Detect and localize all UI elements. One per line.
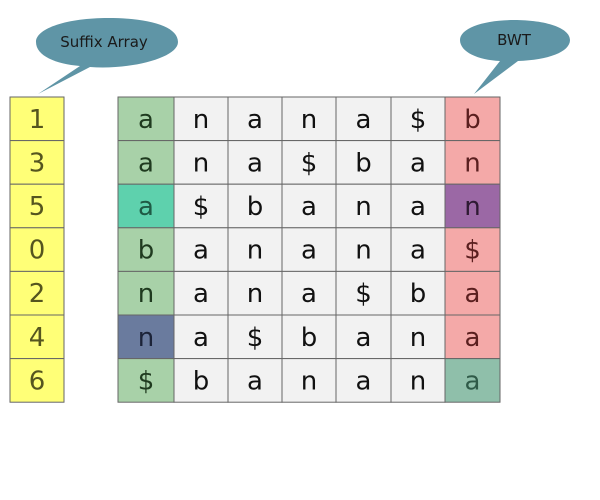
matrix-cell-char: b [355,148,372,178]
matrix-cell-char: a [301,192,317,222]
suffix-array-value: 4 [29,323,46,353]
matrix-cell-char: n [247,236,263,266]
matrix-cell-char: $ [355,279,372,309]
first-column-cell-char: a [138,148,154,178]
matrix-cell [173,358,229,403]
first-column-cell [117,140,175,185]
first-column-cell-char: n [138,323,154,353]
matrix-cell-char: $ [410,105,427,135]
matrix-cell-char: n [355,192,371,222]
matrix-cell-char: n [193,105,209,135]
matrix-cell [390,96,446,142]
bwt-callout: BWT [460,20,570,94]
bwt-column-cell [444,270,501,316]
matrix-cell [227,358,283,403]
matrix-cell-char: a [247,366,263,396]
matrix-cell-char: n [301,105,317,135]
suffix-array-value: 3 [29,148,46,178]
matrix-cell-char: a [356,366,372,396]
suffix-array-callout-bubble [36,18,178,94]
first-column-cell-char: n [138,279,154,309]
matrix-cell-char: a [356,323,372,353]
matrix-cell [281,96,337,142]
bwt-callout-bubble [460,20,570,94]
matrix-cell-char: n [247,279,263,309]
bwt-column-cell [444,183,501,229]
first-column-cell-char: $ [138,366,155,396]
matrix-cell-char: n [410,366,426,396]
bwt-column-cell [444,96,501,142]
bwt-column-cell-char: a [465,279,481,309]
matrix-cell [227,227,283,272]
matrix-cell-char: n [410,323,426,353]
matrix-cell-char: a [247,105,263,135]
matrix-cell [390,227,446,272]
suffix-array-value: 2 [29,279,46,309]
suffix-array-value: 5 [29,192,46,222]
matrix-cell [335,227,392,272]
matrix-cell-char: a [193,279,209,309]
suffix-array-cell [9,314,65,360]
bwt-column-cell-char: a [465,323,481,353]
bwt-column-cell-char: n [464,148,480,178]
suffix-array-column: 1 3 5 0 2 4 6 [9,96,65,403]
matrix-cell [173,227,229,272]
first-column-cell [117,227,175,272]
first-column-cell-char: b [138,236,155,266]
matrix-cell-char: a [356,105,372,135]
matrix-cell-char: a [410,148,426,178]
matrix-cell [227,270,283,316]
matrix-cell [227,183,283,229]
suffix-array-cell [9,270,65,316]
matrix-cell-char: a [193,236,209,266]
suffix-array-value: 1 [29,105,46,135]
matrix-cell-char: $ [301,148,318,178]
matrix-cell [173,96,229,142]
matrix-cell-char: a [301,279,317,309]
suffix-array-cell [9,227,65,272]
bwt-column-cell-char: a [465,366,481,396]
suffix-array-value: 0 [29,236,46,266]
matrix-cell [281,140,337,185]
matrix-cell-char: b [193,366,210,396]
matrix-cell-char: a [301,236,317,266]
matrix-cell-char: a [410,236,426,266]
bwt-column-cell-char: n [464,192,480,222]
matrix-cell-char: n [193,148,209,178]
first-column-cell-char: a [138,105,154,135]
matrix-cell [335,140,392,185]
matrix-cell [390,183,446,229]
matrix-cell-char: a [193,323,209,353]
matrix-cell [335,183,392,229]
matrix-cell-char: b [301,323,318,353]
matrix-cell [390,358,446,403]
matrix-cell-char: b [247,192,264,222]
matrix-cell-char: n [301,366,317,396]
matrix-cell [281,358,337,403]
first-column-cell [117,270,175,316]
matrix-cell-char: $ [193,192,210,222]
matrix-cell [281,227,337,272]
matrix-cell-char: a [247,148,263,178]
matrix-cell [173,270,229,316]
bwt-callout-label: BWT [497,31,532,49]
suffix-array-cell [9,140,65,185]
suffix-array-callout-label: Suffix Array [60,33,148,51]
first-column-cell-char: a [138,192,154,222]
matrix-cell-char: b [410,279,427,309]
matrix-cell-char: a [410,192,426,222]
suffix-array-callout: Suffix Array [36,18,178,94]
suffix-array-cell [9,358,65,403]
bwt-column-cell-char: b [464,105,481,135]
matrix-cell-char: $ [247,323,264,353]
matrix-cell [227,96,283,142]
rotation-matrix: a n a n a $ ba n a $ b a na $ b a n a nb a n a n a $n a n a $ b an a $ b a… [117,96,501,403]
matrix-cell-char: n [355,236,371,266]
bwt-column-cell-char: $ [464,236,481,266]
bwt-column-cell [444,358,501,403]
suffix-array-value: 6 [29,366,46,396]
matrix-cell [390,314,446,360]
